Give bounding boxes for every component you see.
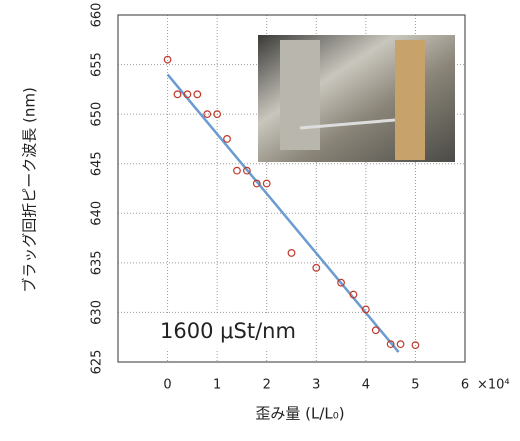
data-point xyxy=(234,167,241,174)
photo-part xyxy=(280,40,320,150)
y-tick-label: 650 xyxy=(90,102,105,127)
chart: ブラッグ回折ピーク波長 (nm) 歪み量 (L/L₀) ×10⁴ 6256306… xyxy=(0,0,520,437)
y-tick-label: 660 xyxy=(90,3,105,28)
y-tick-label: 625 xyxy=(90,350,105,375)
data-point xyxy=(372,327,379,334)
y-axis-label: ブラッグ回折ピーク波長 (nm) xyxy=(21,87,39,293)
annotation: 1600 μSt/nm xyxy=(160,319,296,343)
data-point xyxy=(288,250,295,257)
x-tick-label: 4 xyxy=(362,378,370,393)
x-tick-label: 2 xyxy=(263,378,271,393)
x-axis-label: 歪み量 (L/L₀) xyxy=(255,405,344,423)
y-tick-label: 635 xyxy=(90,250,105,275)
data-point xyxy=(224,136,231,143)
data-point xyxy=(194,91,201,98)
x-tick-label: 3 xyxy=(312,378,320,393)
y-tick-label: 630 xyxy=(90,300,105,325)
x-multiplier: ×10⁴ xyxy=(477,378,510,393)
data-point xyxy=(204,111,211,118)
x-tick-label: 5 xyxy=(411,378,419,393)
x-tick-label: 1 xyxy=(213,378,221,393)
photo-part xyxy=(395,40,425,160)
x-tick-label: 6 xyxy=(461,378,469,393)
y-tick-label: 640 xyxy=(90,201,105,226)
data-point xyxy=(174,91,181,98)
inset-photo xyxy=(258,35,455,162)
data-point xyxy=(397,341,404,348)
y-tick-label: 645 xyxy=(90,151,105,176)
y-tick-label: 655 xyxy=(90,52,105,77)
x-tick-label: 0 xyxy=(163,378,171,393)
